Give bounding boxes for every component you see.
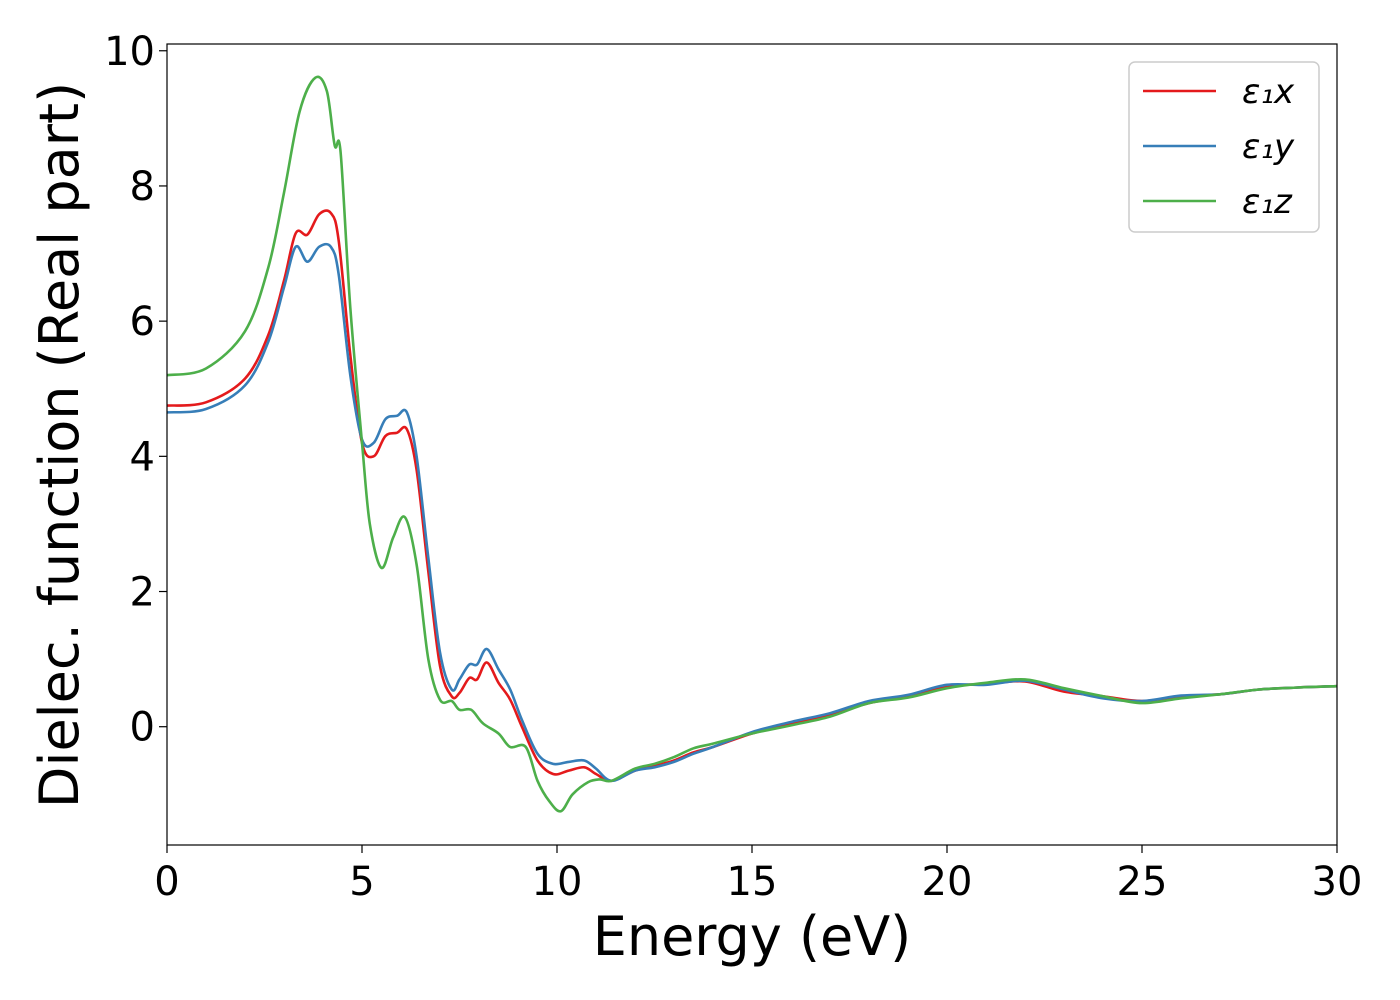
- x-tick-label: 25: [1117, 859, 1168, 905]
- legend-box: [1128, 61, 1320, 233]
- legend-label-3: ε₁z: [1242, 182, 1293, 222]
- x-axis: 0 5 10 15 20 25 30: [154, 845, 1362, 905]
- y-tick-label: 0: [130, 705, 155, 751]
- y-tick-label: 4: [130, 434, 155, 480]
- y-tick-label: 2: [130, 570, 155, 616]
- legend-label-1: ε₁x: [1242, 72, 1295, 112]
- x-tick-label: 10: [532, 859, 583, 905]
- x-tick-label: 20: [922, 859, 973, 905]
- series-line-2: [166, 242, 1338, 783]
- series-line-3: [166, 75, 1338, 813]
- y-tick-label: 8: [130, 164, 155, 210]
- x-tick-label: 5: [349, 859, 374, 905]
- y-axis: 0 2 4 6 8 10: [104, 29, 167, 751]
- y-axis-title: Dielec. function (Real part): [28, 82, 91, 808]
- legend: ε₁x ε₁y ε₁z: [1128, 61, 1320, 233]
- x-tick-label: 30: [1312, 859, 1363, 905]
- y-tick-label: 10: [104, 29, 155, 75]
- x-tick-label: 15: [727, 859, 778, 905]
- series-layer: [166, 75, 1338, 813]
- legend-label-2: ε₁y: [1242, 127, 1295, 167]
- x-axis-title: Energy (eV): [593, 905, 912, 968]
- y-tick-label: 6: [130, 299, 155, 345]
- x-tick-label: 0: [154, 859, 179, 905]
